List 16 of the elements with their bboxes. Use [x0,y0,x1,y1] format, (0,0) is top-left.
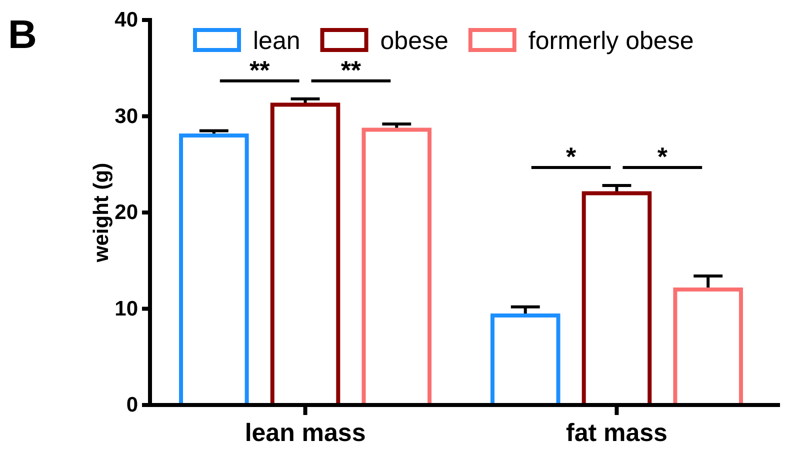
y-tick-label: 0 [126,394,138,417]
x-tick-label: lean mass [244,418,366,447]
chart-title: B [8,13,37,57]
legend-label: formerly obese [528,27,694,55]
legend-label: lean [253,27,300,55]
y-tick-label: 40 [114,8,138,32]
y-tick-label: 20 [114,201,138,224]
y-tick-label: 30 [114,104,138,128]
x-tick-label: fat mass [566,418,668,447]
annotation: ** [249,54,271,85]
legend-label: obese [380,27,448,55]
annotation: * [566,142,577,172]
y-axis-title: weight (g) [90,162,113,264]
annotation: * [657,142,668,172]
y-tick-label: 10 [114,297,138,320]
annotation: ** [340,54,362,85]
